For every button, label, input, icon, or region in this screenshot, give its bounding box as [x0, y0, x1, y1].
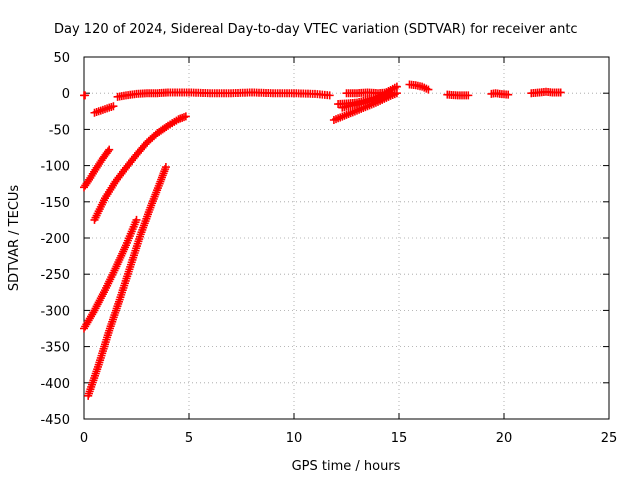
- data-point: [392, 82, 401, 91]
- data-point: [464, 91, 473, 100]
- data-point: [556, 88, 565, 97]
- x-tick-label: 10: [286, 431, 303, 446]
- data-point: [81, 91, 90, 100]
- y-tick-label: -350: [40, 341, 70, 356]
- data-point: [504, 90, 513, 99]
- x-tick-label: 0: [80, 431, 88, 446]
- data-point: [103, 147, 112, 156]
- data-point: [181, 112, 190, 121]
- y-axis-label: SDTVAR / TECUs: [7, 185, 22, 292]
- x-tick-label: 5: [185, 431, 193, 446]
- axis-ticks: 50 0 -50 -100 -150 -200 -250 -300 -350 -400 -450 0 5…: [40, 51, 617, 446]
- chart-title: Day 120 of 2024, Sidereal Day-to-day VTE…: [54, 22, 578, 37]
- grid: [84, 57, 609, 419]
- data-point: [105, 145, 114, 154]
- y-tick-label: 0: [62, 87, 70, 102]
- y-tick-label: -450: [40, 413, 70, 428]
- y-tick-label: 50: [53, 51, 70, 66]
- x-tick-label: 20: [496, 431, 513, 446]
- data-marks: [80, 80, 565, 400]
- x-tick-label: 25: [601, 431, 618, 446]
- y-tick-label: -100: [40, 160, 70, 175]
- data-point: [109, 102, 118, 111]
- y-tick-label: -400: [40, 377, 70, 392]
- data-point: [424, 85, 433, 94]
- data-point: [384, 88, 393, 97]
- y-tick-label: -300: [40, 304, 70, 319]
- x-tick-label: 15: [391, 431, 408, 446]
- data-point: [132, 215, 141, 224]
- y-tick-label: -150: [40, 196, 70, 211]
- data-point: [325, 91, 334, 100]
- data-point: [161, 163, 170, 172]
- y-tick-label: -200: [40, 232, 70, 247]
- y-tick-label: -250: [40, 268, 70, 283]
- y-tick-label: -50: [49, 123, 70, 138]
- x-axis-label: GPS time / hours: [292, 459, 401, 474]
